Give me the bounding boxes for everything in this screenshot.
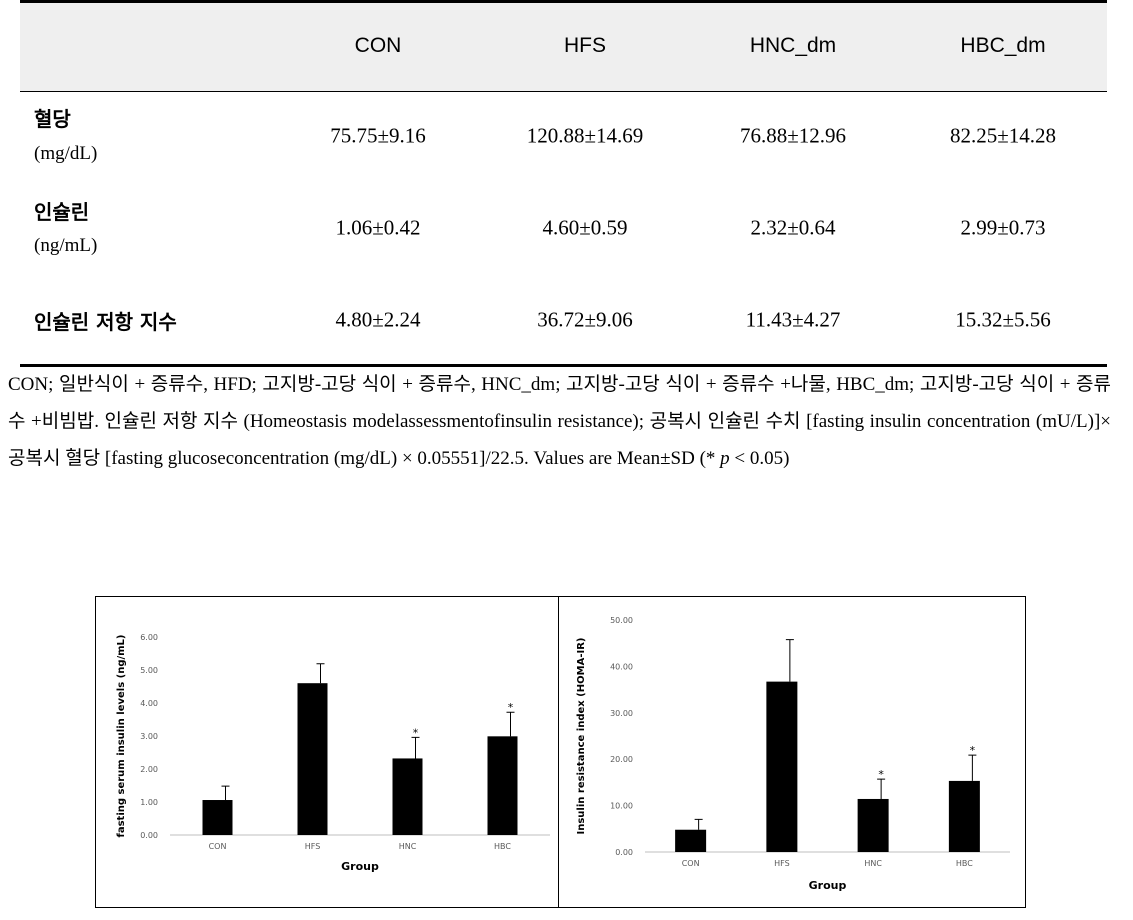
x-tick-label: HBC [956,859,973,868]
y-tick-label: 2.00 [140,765,158,774]
caption-text: CON; 일반식이 + 증류수, HFD; 고지방-고당 식이 + 증류수, H… [8,374,1111,469]
table-header [20,0,1107,92]
bar [487,736,518,835]
x-axis-title: Group [809,879,847,892]
error-bar [877,778,886,799]
bar [297,683,328,835]
y-tick-label: 20.00 [610,755,633,764]
table-rule [20,364,1107,367]
y-tick-label: 0.00 [140,831,158,840]
column-header: HFS [564,34,606,57]
x-tick-label: HFS [774,859,790,868]
y-tick-label: 40.00 [610,662,633,671]
y-tick-label: 5.00 [140,666,158,675]
y-axis-title: Insulin resistance index (HOMA-IR) [576,638,587,835]
y-tick-label: 0.00 [615,848,633,857]
significance-mark: * [878,768,884,781]
bar [948,780,980,852]
chart-frame [558,596,1026,908]
error-bar [221,785,230,801]
caption: CON; 일반식이 + 증류수, HFD; 고지방-고당 식이 + 증류수, H… [8,366,1111,477]
x-tick-label: HNC [399,842,417,851]
y-tick-label: 10.00 [610,802,633,811]
bar [857,798,889,852]
column-header: CON [354,34,402,57]
x-axis-title: Group [341,860,379,873]
row-unit: (mg/dL) [34,143,98,164]
y-tick-label: 50.00 [610,616,633,625]
row-label: 인슐린 저항 지수 [34,310,177,334]
row-unit: (ng/mL) [34,235,98,256]
error-bar [968,754,977,781]
x-tick-label: HNC [864,859,882,868]
error-bar [506,711,515,737]
significance-mark: * [508,701,514,714]
table-cell: 1.06±0.42 [335,215,421,240]
caption-text: < 0.05) [729,448,790,469]
x-tick-label: HBC [494,842,511,851]
table-cell: 76.88±12.96 [739,123,847,148]
bar [392,758,423,835]
error-bar [785,639,794,682]
table-cell: 2.99±0.73 [960,215,1046,240]
error-bar [316,663,325,684]
column-header: HNC_dm [749,34,837,57]
y-tick-label: 3.00 [140,732,158,741]
y-tick-label: 4.00 [140,699,158,708]
error-bar [411,736,420,759]
significance-mark: * [970,744,976,757]
y-tick-label: 6.00 [140,633,158,642]
table-cell: 120.88±14.69 [526,123,644,148]
row-label: 혈당 [34,107,71,131]
x-tick-label: CON [682,859,700,868]
table-cell: 75.75±9.16 [330,123,426,148]
x-tick-label: CON [209,842,227,851]
bar [766,681,798,852]
bar [675,829,707,852]
y-tick-label: 1.00 [140,798,158,807]
caption-italic: p [720,448,730,469]
table-cell: 4.80±2.24 [335,307,421,332]
table-cell: 15.32±5.56 [955,307,1051,332]
table-cell: 36.72±9.06 [537,307,633,332]
y-tick-label: 30.00 [610,709,633,718]
significance-mark: * [413,726,419,739]
row-label: 인슐린 [34,200,90,224]
table-cell: 2.32±0.64 [750,215,836,240]
table-cell: 11.43±4.27 [745,307,841,332]
y-axis-title: fasting serum insulin levels (ng/mL) [116,634,127,837]
error-bar [694,818,703,830]
table-cell: 4.60±0.59 [542,215,628,240]
column-header: HBC_dm [960,34,1046,57]
table-cell: 82.25±14.28 [949,123,1057,148]
x-tick-label: HFS [305,842,321,851]
bar [202,800,233,835]
